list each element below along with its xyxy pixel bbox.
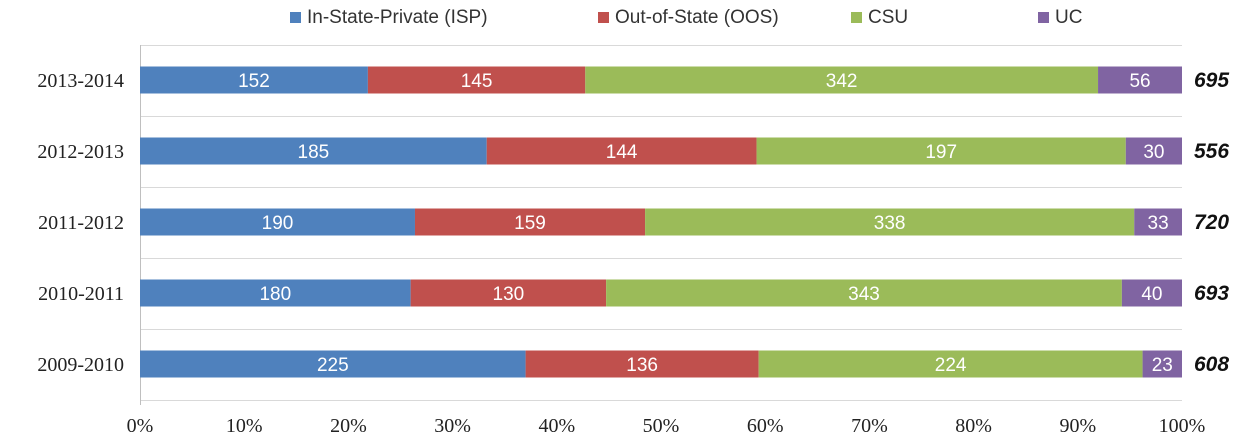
bar-segment bbox=[140, 208, 415, 236]
bar-segment bbox=[585, 66, 1099, 94]
bar-value-label: 159 bbox=[514, 213, 546, 234]
category-label: 2011-2012 bbox=[38, 212, 124, 234]
legend-label: In-State-Private (ISP) bbox=[307, 7, 488, 28]
legend-item: UC bbox=[1038, 7, 1082, 28]
bar-row: 152 145 342 56 2013-2014 695 bbox=[37, 66, 1229, 94]
bar-segment bbox=[1142, 350, 1182, 378]
category-label: 2012-2013 bbox=[37, 141, 124, 163]
bar-value-label: 30 bbox=[1143, 142, 1164, 163]
bar-value-label: 136 bbox=[626, 355, 658, 376]
bar-value-label: 342 bbox=[826, 71, 858, 92]
bar-segment bbox=[140, 66, 368, 94]
total-label: 608 bbox=[1194, 353, 1229, 376]
bar-segment bbox=[1134, 208, 1182, 236]
bar-value-label: 190 bbox=[262, 213, 294, 234]
bar-value-label: 130 bbox=[493, 284, 525, 305]
bar-value-label: 152 bbox=[238, 71, 270, 92]
bar-value-label: 145 bbox=[461, 71, 493, 92]
x-tick-label: 80% bbox=[955, 415, 992, 437]
legend-label: CSU bbox=[868, 7, 908, 28]
x-tick-label: 20% bbox=[330, 415, 367, 437]
total-label: 556 bbox=[1194, 140, 1229, 163]
legend-swatch bbox=[290, 12, 301, 23]
bar-segment bbox=[1125, 137, 1182, 165]
bar-segment bbox=[140, 279, 411, 307]
bar-value-label: 144 bbox=[606, 142, 638, 163]
x-tick-label: 70% bbox=[851, 415, 888, 437]
bar-segment bbox=[1121, 279, 1182, 307]
legend-item: Out-of-State (OOS) bbox=[598, 7, 779, 28]
legend-item: CSU bbox=[851, 7, 908, 28]
category-label: 2009-2010 bbox=[37, 354, 124, 376]
bar-value-label: 56 bbox=[1129, 71, 1150, 92]
legend-swatch bbox=[851, 12, 862, 23]
total-label: 720 bbox=[1194, 211, 1229, 234]
bar-value-label: 225 bbox=[317, 355, 349, 376]
legend-item: In-State-Private (ISP) bbox=[290, 7, 488, 28]
bar-segment bbox=[756, 137, 1126, 165]
legend-swatch bbox=[1038, 12, 1049, 23]
x-axis-ticks: 0% 10% 20% 30% 40% 50% 60% 70% 80% 90% 100% bbox=[127, 415, 1206, 437]
legend-label: UC bbox=[1055, 7, 1082, 28]
gridlines bbox=[140, 45, 1182, 401]
bar-segment bbox=[525, 350, 759, 378]
legend: In-State-Private (ISP) Out-of-State (OOS)… bbox=[290, 7, 1082, 28]
bar-value-label: 23 bbox=[1152, 355, 1173, 376]
x-tick-label: 40% bbox=[538, 415, 575, 437]
x-tick-label: 30% bbox=[434, 415, 471, 437]
x-tick-label: 0% bbox=[127, 415, 154, 437]
category-label: 2013-2014 bbox=[37, 70, 124, 92]
bar-row: 185 144 197 30 2012-2013 556 bbox=[37, 137, 1229, 165]
bar-row: 180 130 343 40 2010-2011 693 bbox=[38, 279, 1229, 307]
bar-segment bbox=[486, 137, 757, 165]
x-tick-label: 50% bbox=[643, 415, 680, 437]
x-tick-label: 10% bbox=[226, 415, 263, 437]
total-label: 695 bbox=[1194, 69, 1229, 92]
legend-swatch bbox=[598, 12, 609, 23]
category-label: 2010-2011 bbox=[38, 283, 124, 305]
bar-value-label: 197 bbox=[925, 142, 957, 163]
x-tick-label: 60% bbox=[747, 415, 784, 437]
bar-row: 190 159 338 33 2011-2012 720 bbox=[38, 208, 1229, 236]
bar-value-label: 185 bbox=[298, 142, 330, 163]
bar-value-label: 180 bbox=[259, 284, 291, 305]
bar-segment bbox=[410, 279, 607, 307]
bar-value-label: 33 bbox=[1148, 213, 1169, 234]
bar-row: 225 136 224 23 2009-2010 608 bbox=[37, 350, 1229, 378]
bars: 152 145 342 56 2013-2014 695 185 144 197 30 2012-2… bbox=[37, 66, 1229, 378]
bar-value-label: 343 bbox=[848, 284, 880, 305]
x-tick-label: 90% bbox=[1059, 415, 1096, 437]
bar-value-label: 224 bbox=[935, 355, 967, 376]
bar-value-label: 40 bbox=[1141, 284, 1162, 305]
bar-segment bbox=[758, 350, 1143, 378]
bar-segment bbox=[645, 208, 1135, 236]
x-tick-label: 100% bbox=[1159, 415, 1206, 437]
legend-label: Out-of-State (OOS) bbox=[615, 7, 779, 28]
bar-segment bbox=[367, 66, 586, 94]
bar-segment bbox=[1098, 66, 1182, 94]
bar-segment bbox=[140, 350, 526, 378]
bar-segment bbox=[414, 208, 646, 236]
total-label: 693 bbox=[1194, 282, 1229, 305]
bar-segment bbox=[606, 279, 1122, 307]
bar-segment bbox=[140, 137, 487, 165]
bar-value-label: 338 bbox=[874, 213, 906, 234]
